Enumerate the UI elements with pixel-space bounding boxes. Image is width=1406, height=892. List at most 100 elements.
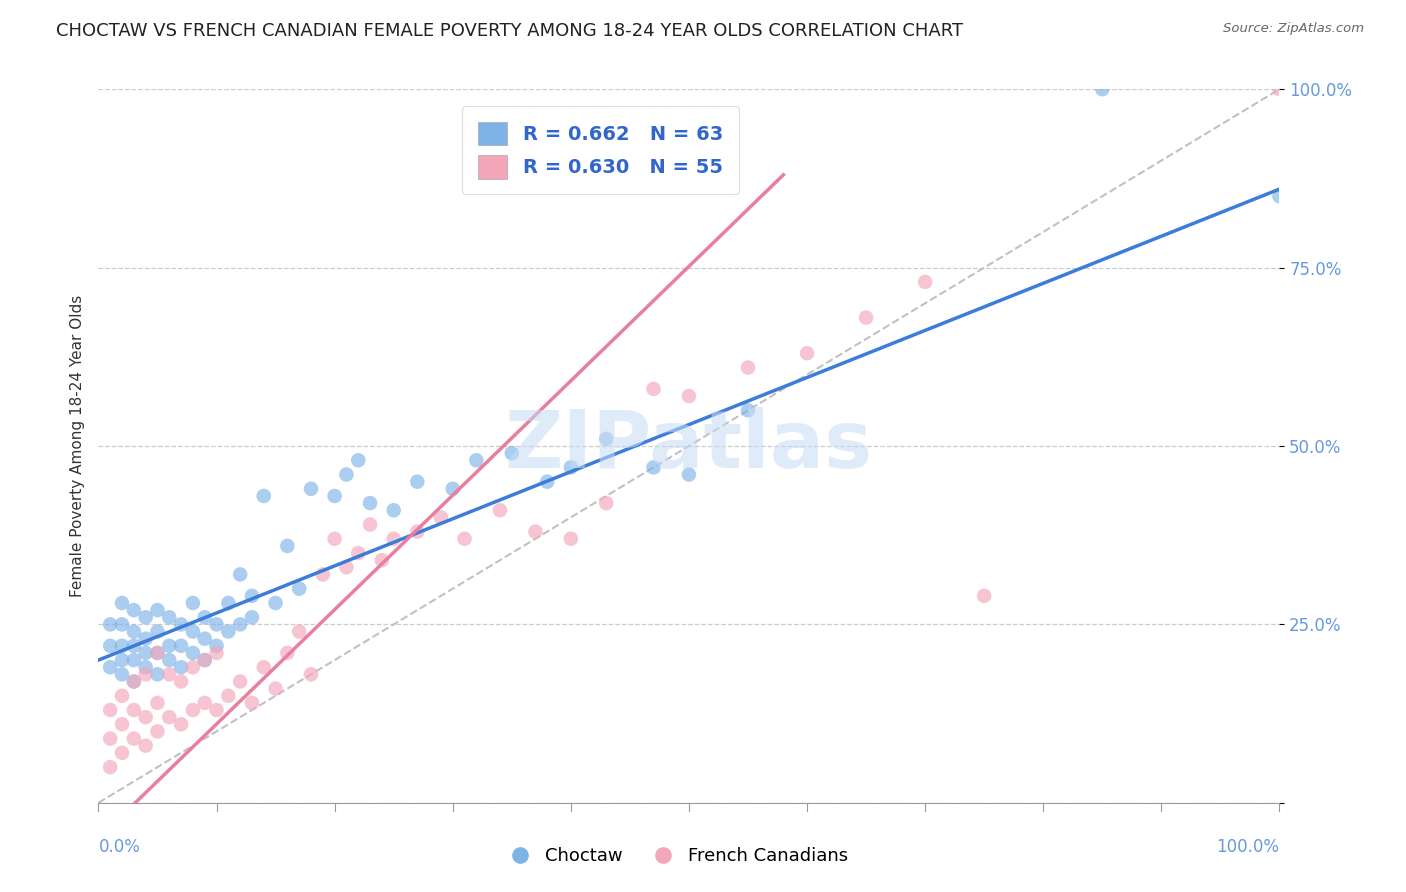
Point [170, 617, 193, 632]
Point [111, 689, 134, 703]
Point [288, 624, 311, 639]
Point [146, 646, 169, 660]
Point [1091, 82, 1114, 96]
Point [135, 646, 157, 660]
Point [312, 567, 335, 582]
Point [465, 453, 488, 467]
Point [111, 639, 134, 653]
Point [323, 532, 346, 546]
Point [335, 467, 357, 482]
Point [595, 496, 617, 510]
Point [181, 660, 204, 674]
Point [122, 674, 145, 689]
Point [194, 632, 217, 646]
Point [643, 460, 665, 475]
Point [181, 703, 204, 717]
Point [335, 560, 357, 574]
Point [796, 346, 818, 360]
Point [406, 524, 429, 539]
Point [205, 617, 228, 632]
Point [359, 517, 381, 532]
Point [111, 617, 134, 632]
Point [441, 482, 464, 496]
Point [135, 660, 157, 674]
Point [111, 653, 134, 667]
Point [170, 717, 193, 731]
Text: ZIPatlas: ZIPatlas [505, 407, 873, 485]
Point [347, 453, 370, 467]
Legend: R = 0.662   N = 63, R = 0.630   N = 55: R = 0.662 N = 63, R = 0.630 N = 55 [463, 106, 738, 194]
Point [240, 589, 263, 603]
Point [205, 646, 228, 660]
Point [678, 467, 700, 482]
Point [135, 710, 157, 724]
Point [157, 710, 180, 724]
Point [122, 703, 145, 717]
Point [1268, 189, 1291, 203]
Point [98, 703, 121, 717]
Point [382, 503, 405, 517]
Text: 100.0%: 100.0% [1216, 838, 1279, 856]
Point [181, 646, 204, 660]
Point [146, 667, 169, 681]
Y-axis label: Female Poverty Among 18-24 Year Olds: Female Poverty Among 18-24 Year Olds [69, 295, 84, 597]
Point [253, 660, 276, 674]
Point [253, 489, 276, 503]
Point [288, 582, 311, 596]
Point [111, 596, 134, 610]
Point [595, 432, 617, 446]
Point [157, 639, 180, 653]
Point [135, 632, 157, 646]
Point [205, 703, 228, 717]
Point [347, 546, 370, 560]
Point [229, 617, 252, 632]
Text: Source: ZipAtlas.com: Source: ZipAtlas.com [1223, 22, 1364, 36]
Point [229, 567, 252, 582]
Point [122, 653, 145, 667]
Point [170, 674, 193, 689]
Point [217, 689, 239, 703]
Point [973, 589, 995, 603]
Point [98, 660, 121, 674]
Point [157, 610, 180, 624]
Point [122, 624, 145, 639]
Text: CHOCTAW VS FRENCH CANADIAN FEMALE POVERTY AMONG 18-24 YEAR OLDS CORRELATION CHAR: CHOCTAW VS FRENCH CANADIAN FEMALE POVERT… [56, 22, 963, 40]
Point [678, 389, 700, 403]
Point [194, 653, 217, 667]
Point [323, 489, 346, 503]
Point [98, 760, 121, 774]
Point [536, 475, 558, 489]
Point [453, 532, 475, 546]
Point [524, 524, 547, 539]
Point [146, 724, 169, 739]
Point [146, 696, 169, 710]
Point [170, 660, 193, 674]
Point [181, 596, 204, 610]
Point [299, 667, 322, 681]
Text: 0.0%: 0.0% [98, 838, 141, 856]
Point [371, 553, 394, 567]
Point [914, 275, 936, 289]
Point [98, 639, 121, 653]
Point [276, 539, 298, 553]
Point [217, 596, 239, 610]
Point [560, 460, 582, 475]
Point [194, 653, 217, 667]
Point [430, 510, 453, 524]
Point [146, 624, 169, 639]
Point [264, 681, 287, 696]
Point [194, 610, 217, 624]
Point [382, 532, 405, 546]
Point [157, 667, 180, 681]
Point [737, 403, 759, 417]
Point [98, 731, 121, 746]
Point [122, 603, 145, 617]
Point [122, 731, 145, 746]
Point [146, 646, 169, 660]
Point [111, 717, 134, 731]
Point [240, 696, 263, 710]
Point [111, 746, 134, 760]
Point [489, 503, 512, 517]
Point [217, 624, 239, 639]
Point [855, 310, 877, 325]
